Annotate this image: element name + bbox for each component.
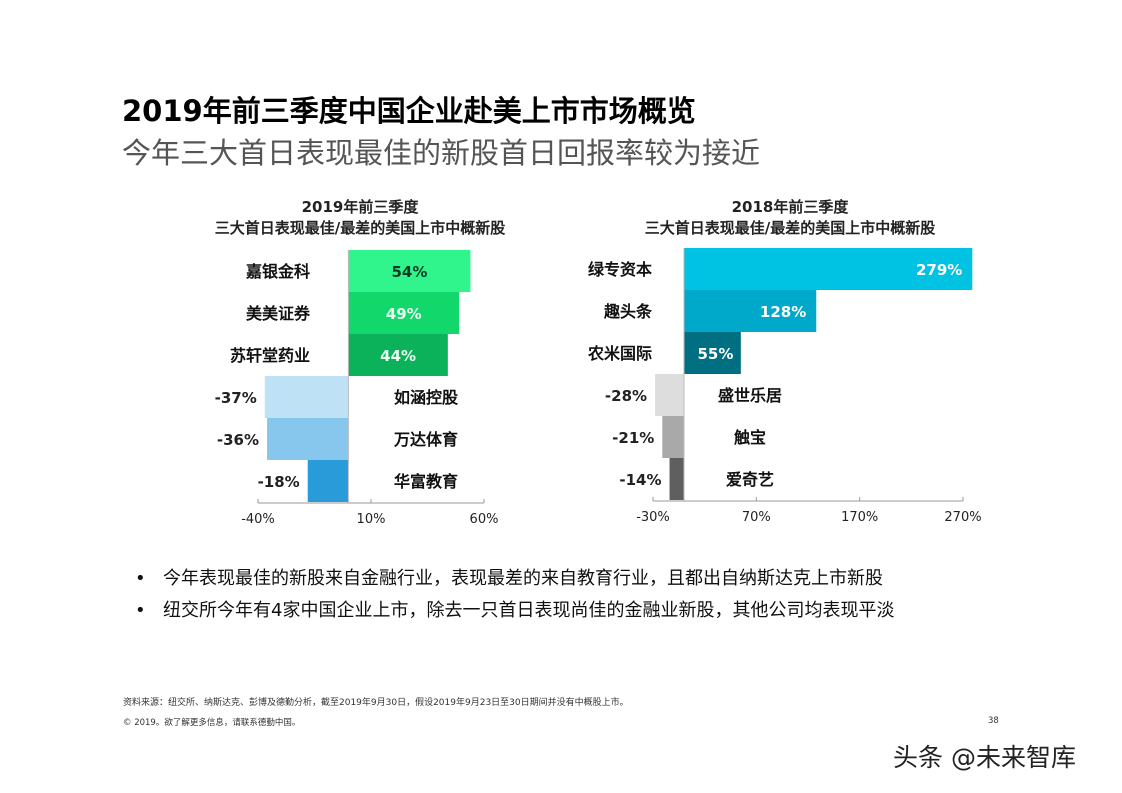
x-tick-label: 60% (470, 512, 499, 527)
x-tick-label: -40% (241, 512, 275, 527)
category-label: 嘉银金科 (245, 262, 310, 281)
bullet-dot: • (135, 568, 146, 589)
value-label: -36% (217, 431, 259, 449)
bullet-item: • 纽交所今年有4家中国企业上市，除去一只首日表现尚佳的金融业新股，其他公司均表… (135, 598, 1015, 624)
chart-2018-title-line1: 2018年前三季度 (731, 198, 849, 216)
category-label: 爱奇艺 (726, 470, 774, 489)
bullet-text: 纽交所今年有4家中国企业上市，除去一只首日表现尚佳的金融业新股，其他公司均表现平… (163, 600, 895, 621)
bar (684, 248, 973, 290)
slide-title: 2019年前三季度中国企业赴美上市市场概览 (122, 94, 696, 128)
value-label: -18% (258, 473, 300, 491)
bar (348, 250, 471, 292)
category-label: 趣头条 (603, 302, 653, 321)
chart-2018-title-line2: 三大首日表现最佳/最差的美国上市中概新股 (644, 219, 936, 237)
chart-2019: 嘉银金科 54% 美美证券 49% 苏轩堂药业 44% 如涵控股 -37% 万达体育 -36% 华富… (215, 250, 499, 527)
category-label: 农米国际 (587, 344, 652, 363)
bar (348, 292, 460, 334)
bullet-list: • 今年表现最佳的新股来自金融行业，表现最差的来自教育行业，且都出自纳斯达克上市… (135, 566, 1015, 630)
category-label: 华富教育 (394, 472, 458, 491)
category-label: 盛世乐居 (718, 386, 782, 405)
category-label: 如涵控股 (394, 388, 459, 407)
value-label: -14% (619, 471, 661, 489)
value-label: -37% (215, 389, 257, 407)
category-label: 苏轩堂药业 (230, 346, 310, 365)
chart-2019-title-line2: 三大首日表现最佳/最差的美国上市中概新股 (214, 219, 506, 237)
bar (348, 334, 448, 376)
bar (662, 416, 684, 458)
bullet-dot: • (135, 600, 146, 621)
category-label: 绿专资本 (588, 260, 652, 279)
value-label: 54% (391, 263, 427, 281)
bar (669, 458, 684, 500)
page-number: 38 (988, 716, 999, 726)
x-tick-label: 10% (357, 512, 386, 527)
bar (307, 460, 349, 502)
x-tick-label: 270% (944, 510, 981, 525)
value-label: 55% (697, 345, 733, 363)
chart-2019-title-line1: 2019年前三季度 (301, 198, 419, 216)
bar (684, 290, 817, 332)
bar (264, 376, 349, 418)
bar (267, 418, 349, 460)
category-label: 触宝 (733, 428, 766, 447)
bar (684, 332, 741, 374)
value-label: 128% (760, 303, 806, 321)
category-label: 美美证券 (246, 304, 311, 323)
value-label: 49% (386, 305, 422, 323)
source-note: 资料来源：纽交所、纳斯达克、彭博及德勤分析，截至2019年9月30日，假设201… (123, 698, 629, 708)
copyright: © 2019。欲了解更多信息，请联系德勤中国。 (123, 718, 301, 728)
x-tick-label: 70% (742, 510, 771, 525)
chart-2018: 绿专资本 279% 趣头条 128% 农米国际 55% 盛世乐居 -28% 触宝 -21% 爱奇艺 -… (587, 248, 982, 525)
value-label: 44% (380, 347, 416, 365)
bar (655, 374, 684, 416)
watermark: 头条 @未来智库 (893, 743, 1076, 772)
bullet-item: • 今年表现最佳的新股来自金融行业，表现最差的来自教育行业，且都出自纳斯达克上市… (135, 566, 1015, 592)
chart-2019-title: 2019年前三季度 三大首日表现最佳/最差的美国上市中概新股 (180, 197, 540, 239)
value-label: -28% (605, 387, 647, 405)
category-label: 万达体育 (393, 430, 458, 449)
value-label: -21% (612, 429, 654, 447)
x-tick-label: -30% (636, 510, 670, 525)
bullet-text: 今年表现最佳的新股来自金融行业，表现最差的来自教育行业，且都出自纳斯达克上市新股 (163, 568, 883, 589)
slide-subtitle: 今年三大首日表现最佳的新股首日回报率较为接近 (122, 136, 761, 170)
x-tick-label: 170% (841, 510, 878, 525)
value-label: 279% (916, 261, 962, 279)
chart-2018-title: 2018年前三季度 三大首日表现最佳/最差的美国上市中概新股 (600, 197, 980, 239)
